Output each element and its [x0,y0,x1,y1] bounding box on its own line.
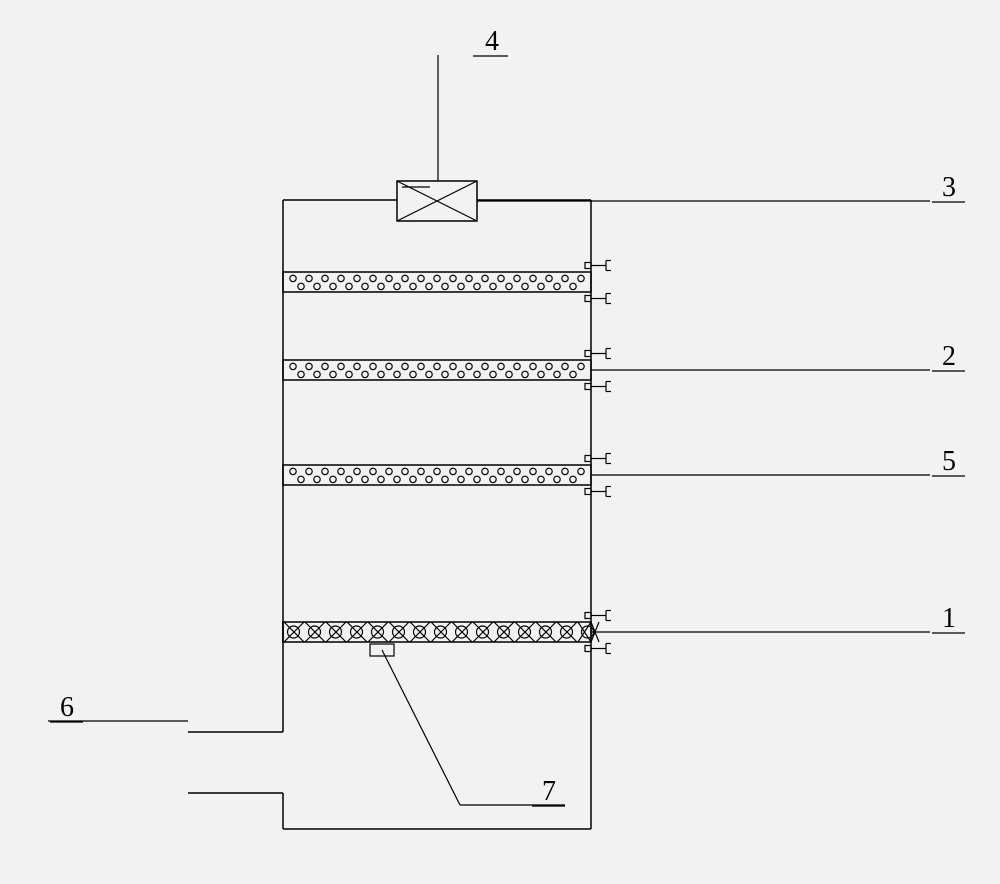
label-L2: 2 [942,341,956,372]
label-L7: 7 [542,776,556,807]
label-L5: 5 [942,446,956,477]
label-L6: 6 [60,692,74,723]
label-L4: 4 [485,26,499,57]
label-L1: 1 [942,603,956,634]
label-L3: 3 [942,172,956,203]
diagram-canvas: 4 3 2 5 1 6 7 [0,0,1000,884]
